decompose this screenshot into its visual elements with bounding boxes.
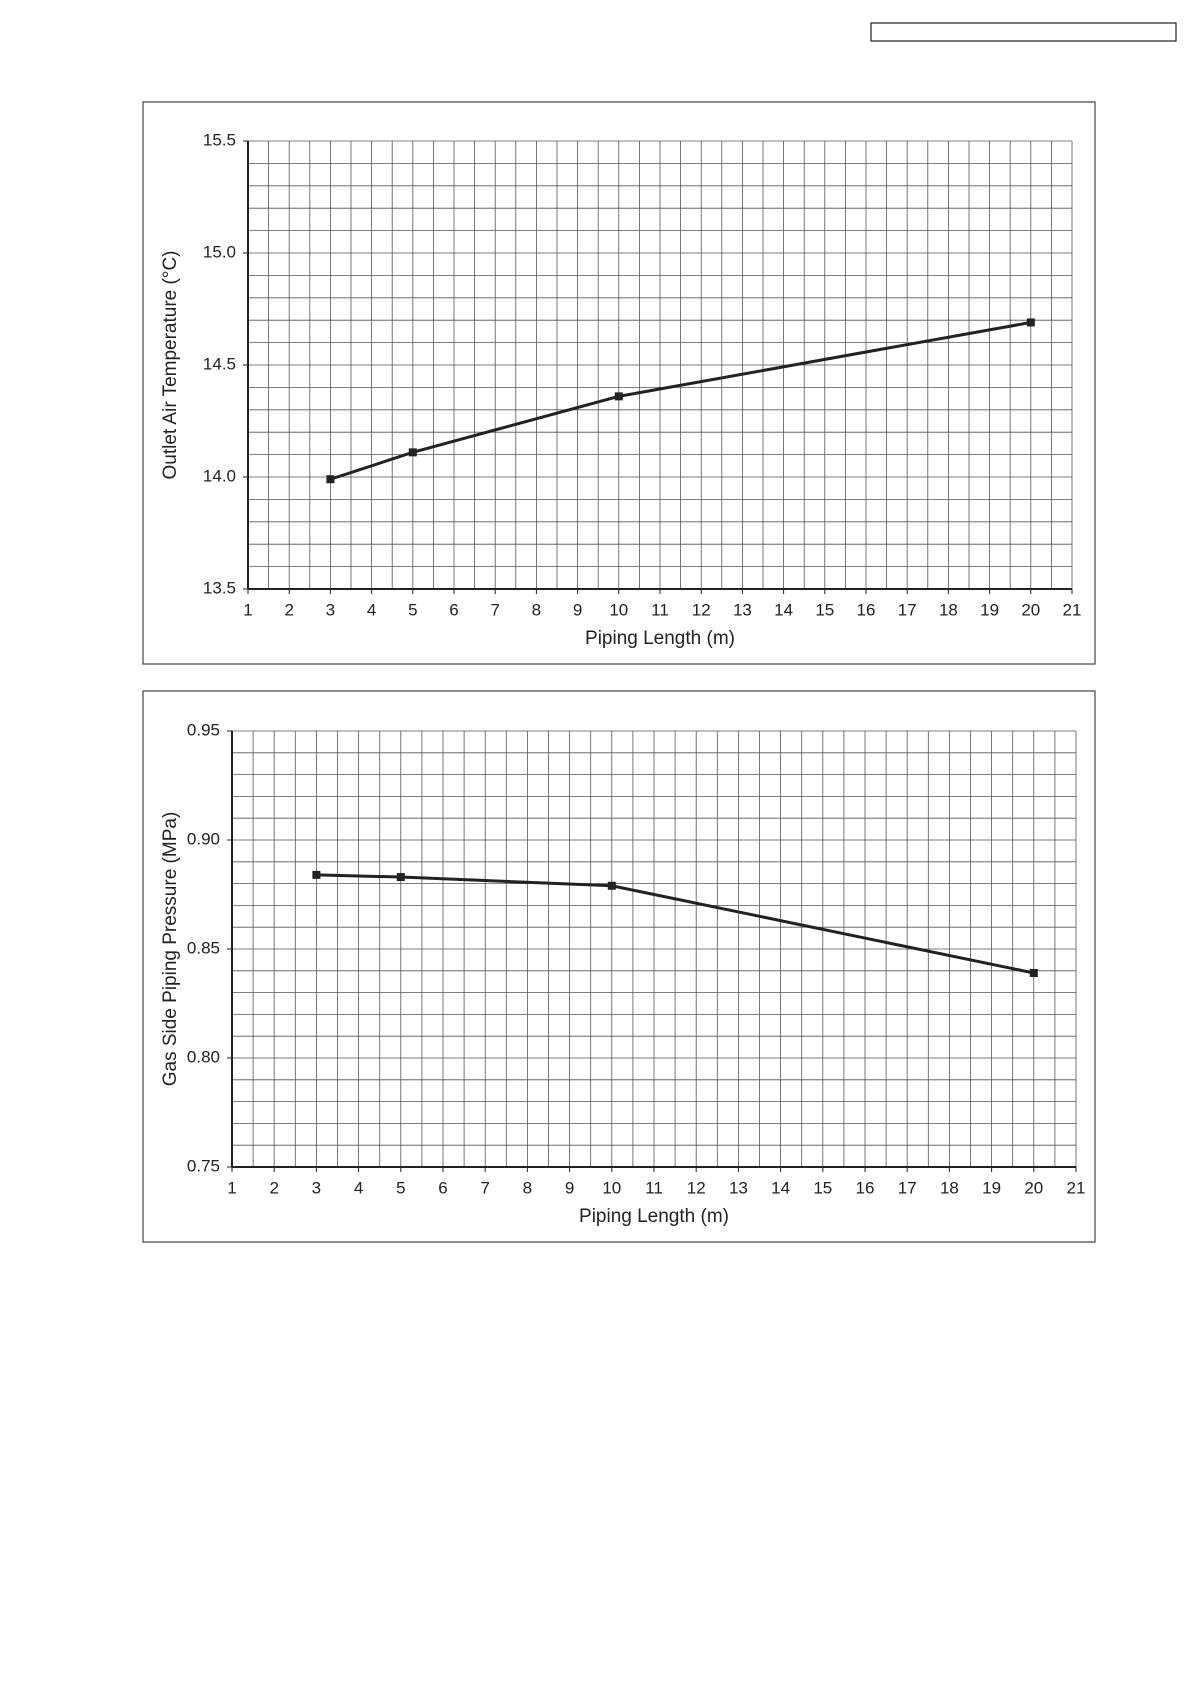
x-tick-label: 13: [729, 1178, 748, 1197]
y-tick-label: 14.0: [203, 466, 236, 485]
x-tick-label: 2: [269, 1178, 278, 1197]
x-tick-label: 10: [609, 600, 628, 619]
x-tick-label: 5: [396, 1178, 405, 1197]
x-tick-label: 15: [815, 600, 834, 619]
y-tick-label: 13.5: [203, 578, 236, 597]
data-point: [408, 448, 417, 457]
x-tick-label: 1: [243, 600, 252, 619]
x-tick-label: 3: [326, 600, 335, 619]
x-tick-label: 14: [771, 1178, 790, 1197]
x-tick-label: 9: [573, 600, 582, 619]
x-tick-label: 8: [532, 600, 541, 619]
data-line: [329, 320, 1032, 481]
chart-frame: [142, 690, 1096, 1243]
x-tick-label: 19: [982, 1178, 1001, 1197]
x-tick-label: 7: [490, 600, 499, 619]
x-tick-label: 12: [687, 1178, 706, 1197]
y-tick-label: 0.95: [187, 720, 220, 739]
data-point: [312, 870, 321, 879]
x-tick-label: 6: [438, 1178, 447, 1197]
x-tick-label: 6: [449, 600, 458, 619]
y-tick-label: 0.90: [187, 829, 220, 848]
data-point: [614, 392, 623, 401]
data-point: [326, 475, 335, 484]
x-tick-label: 20: [1021, 600, 1040, 619]
y-tick-label: 0.75: [187, 1156, 220, 1175]
x-axis-title: Piping Length (m): [585, 628, 735, 649]
x-tick-label: 18: [940, 1178, 959, 1197]
x-tick-label: 21: [1063, 600, 1082, 619]
x-tick-label: 5: [408, 600, 417, 619]
y-tick-label: 15.0: [203, 242, 236, 261]
x-tick-label: 21: [1067, 1178, 1086, 1197]
x-tick-label: 14: [774, 600, 793, 619]
y-tick-label: 0.80: [187, 1047, 220, 1066]
x-tick-label: 20: [1024, 1178, 1043, 1197]
y-axis-title: Gas Side Piping Pressure (MPa): [160, 812, 181, 1087]
data-point: [1029, 968, 1038, 977]
x-tick-label: 4: [367, 600, 376, 619]
x-tick-label: 16: [857, 600, 876, 619]
x-tick-label: 3: [312, 1178, 321, 1197]
x-tick-label: 12: [692, 600, 711, 619]
x-tick-label: 15: [813, 1178, 832, 1197]
x-tick-label: 19: [980, 600, 999, 619]
x-tick-label: 1: [227, 1178, 236, 1197]
x-tick-label: 10: [602, 1178, 621, 1197]
x-tick-label: 8: [523, 1178, 532, 1197]
data-point: [396, 873, 405, 882]
data-point: [1026, 318, 1035, 327]
x-tick-label: 18: [939, 600, 958, 619]
x-tick-label: 2: [284, 600, 293, 619]
x-tick-label: 4: [354, 1178, 363, 1197]
x-tick-label: 16: [856, 1178, 875, 1197]
x-axis-title: Piping Length (m): [579, 1206, 729, 1227]
y-tick-label: 0.85: [187, 938, 220, 957]
x-tick-label: 11: [651, 600, 669, 619]
x-tick-label: 11: [645, 1178, 663, 1197]
x-tick-label: 7: [480, 1178, 489, 1197]
y-axis-title: Outlet Air Temperature (°C): [160, 251, 181, 480]
x-tick-label: 13: [733, 600, 752, 619]
data-line: [316, 873, 1035, 975]
x-tick-label: 17: [898, 1178, 917, 1197]
chart-frame: [142, 101, 1096, 665]
header-box: [870, 22, 1177, 42]
y-tick-label: 15.5: [203, 130, 236, 149]
y-tick-label: 14.5: [203, 354, 236, 373]
x-tick-label: 17: [898, 600, 917, 619]
data-point: [607, 881, 616, 890]
x-tick-label: 9: [565, 1178, 574, 1197]
